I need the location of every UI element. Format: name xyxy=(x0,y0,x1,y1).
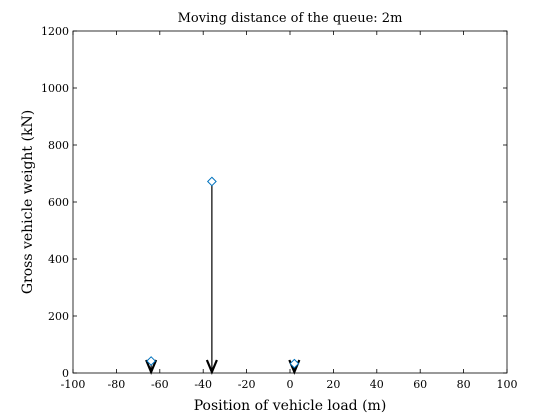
x-tick-label: -40 xyxy=(194,378,212,391)
data-point-marker xyxy=(146,356,157,366)
x-axis-title: Position of vehicle load (m) xyxy=(194,398,387,414)
y-tick-label: 1000 xyxy=(41,82,69,95)
x-tick-label: -20 xyxy=(238,378,256,391)
x-tick-label: 20 xyxy=(326,378,340,391)
y-tick-label: 200 xyxy=(48,310,69,323)
data-point-marker xyxy=(206,176,217,187)
x-tick-label: 60 xyxy=(413,378,427,391)
x-tick-label: 40 xyxy=(370,378,384,391)
y-tick-label: 0 xyxy=(62,367,69,380)
x-axis: -100 -80 -60 -40 -20 0 20 40 60 80 100 xyxy=(61,31,518,391)
x-tick-label: 100 xyxy=(497,378,518,391)
data-series xyxy=(145,176,301,375)
y-axis-title: Gross vehicle weight (kN) xyxy=(20,110,36,294)
x-tick-label: -80 xyxy=(108,378,126,391)
plot-background xyxy=(72,30,508,374)
y-tick-label: 1200 xyxy=(41,25,69,38)
data-point-marker xyxy=(289,358,300,369)
x-tick-label: 80 xyxy=(457,378,471,391)
x-tick-label: 0 xyxy=(287,378,294,391)
x-tick-label: -100 xyxy=(61,378,86,391)
load-arrow xyxy=(205,359,218,375)
chart-title: Moving distance of the queue: 2m xyxy=(178,11,403,26)
x-tick-label: -60 xyxy=(151,378,169,391)
y-axis: 0 200 400 600 800 1000 1200 xyxy=(41,25,507,380)
y-tick-label: 600 xyxy=(48,196,69,209)
load-arrow xyxy=(145,359,158,375)
y-tick-label: 400 xyxy=(48,253,69,266)
y-tick-label: 800 xyxy=(48,139,69,152)
